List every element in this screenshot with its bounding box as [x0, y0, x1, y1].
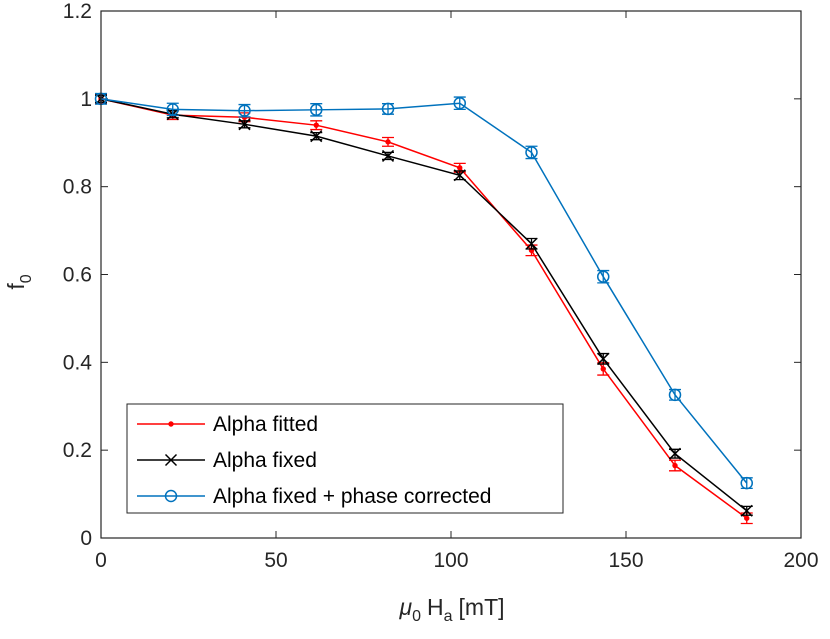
legend-marker	[164, 489, 178, 503]
y-tick-label: 0.2	[63, 439, 92, 462]
x-tick-label: 150	[608, 549, 643, 572]
series-line	[100, 98, 748, 512]
x-axis-label-mu-sub: 0	[412, 608, 421, 625]
legend-marker	[164, 453, 178, 467]
legend-item: Alpha fixed	[137, 449, 317, 472]
data-point	[166, 103, 179, 116]
series-2	[94, 92, 753, 517]
series-line	[100, 98, 748, 519]
data-point	[600, 366, 606, 372]
x-axis-label: μ0 Ha [mT]	[398, 594, 504, 625]
data-point	[597, 352, 610, 365]
x-axis-label-mu: μ	[398, 594, 412, 620]
x-axis-label-unit: [mT]	[459, 594, 505, 620]
data-point	[457, 165, 463, 171]
series-line	[100, 98, 748, 484]
x-axis-label-h-sub: a	[444, 608, 453, 625]
x-tick-label: 0	[95, 549, 107, 572]
y-tick-label: 1.2	[63, 0, 92, 23]
x-tick-label: 200	[783, 549, 818, 572]
y-tick-label: 0.8	[63, 176, 92, 199]
data-point	[453, 169, 466, 182]
y-axis-label-main: f	[3, 283, 29, 290]
legend-box	[126, 403, 564, 514]
series-layer	[94, 92, 753, 525]
data-point	[310, 103, 323, 117]
data-point	[740, 504, 753, 517]
x-tick-label: 50	[264, 549, 287, 572]
legend-label: Alpha fitted	[213, 413, 318, 436]
data-point	[744, 515, 750, 521]
legend-label: Alpha fixed	[213, 449, 317, 472]
legend: Alpha fitted Alpha fixed Alpha fixed + pha…	[126, 403, 564, 514]
x-axis-label-h: H	[427, 594, 444, 620]
y-axis-label: f0	[3, 274, 35, 289]
tick-labels: 0 50 100 150 200 0 0.2 0.4 0.6 0.8 1 1.2	[63, 0, 819, 572]
data-point	[453, 96, 466, 110]
y-tick-label: 0.4	[63, 351, 93, 374]
y-tick-label: 0.6	[63, 264, 92, 287]
y-tick-label: 0	[80, 527, 92, 550]
data-point	[381, 102, 395, 116]
data-point	[672, 462, 678, 469]
legend-item: Alpha fitted	[137, 413, 318, 436]
data-point	[668, 388, 682, 402]
legend-item: Alpha fixed + phase corrected	[137, 485, 491, 508]
data-point	[385, 139, 391, 145]
data-point	[381, 149, 395, 162]
data-point	[668, 447, 682, 460]
legend-label: Alpha fixed + phase corrected	[213, 485, 491, 508]
plot-frame	[100, 10, 802, 539]
x-tick-label: 100	[433, 549, 468, 572]
data-point	[740, 476, 753, 490]
data-point	[238, 118, 251, 131]
data-point	[525, 146, 538, 159]
y-axis-label-sub: 0	[18, 274, 35, 283]
y-tick-label: 1	[80, 88, 92, 111]
legend-marker	[168, 421, 174, 427]
data-point	[310, 130, 323, 143]
data-point	[313, 122, 319, 128]
data-point	[597, 270, 610, 283]
data-point	[238, 104, 251, 117]
data-point	[525, 237, 538, 250]
